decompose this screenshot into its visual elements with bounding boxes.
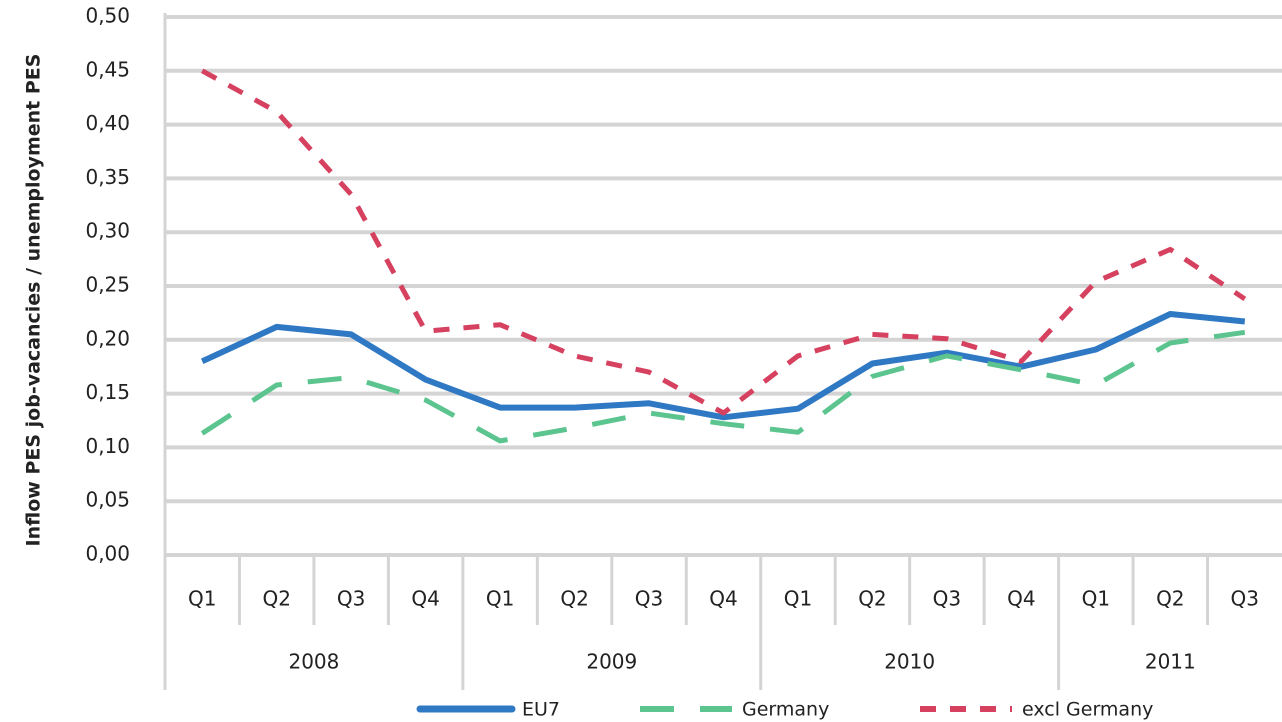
x-tick-label: Q1 — [188, 587, 216, 611]
x-tick-label: Q2 — [262, 587, 290, 611]
x-tick-label: Q3 — [635, 587, 663, 611]
x-tick-label: Q3 — [1231, 587, 1259, 611]
year-label: 2010 — [884, 650, 935, 674]
y-tick-label: 0,15 — [85, 380, 130, 404]
series-line — [200, 68, 1247, 416]
y-tick-label: 0,30 — [85, 219, 130, 243]
y-tick-label: 0,50 — [85, 4, 130, 28]
x-tick-label: Q4 — [709, 587, 737, 611]
x-tick-label: Q1 — [1082, 587, 1110, 611]
year-label: 2009 — [586, 650, 637, 674]
x-tick-label: Q4 — [411, 587, 439, 611]
y-tick-label: 0,05 — [85, 488, 130, 512]
year-label: 2008 — [288, 650, 339, 674]
x-tick-label: Q1 — [486, 587, 514, 611]
legend-label: EU7 — [522, 699, 560, 721]
y-tick-label: 0,25 — [85, 273, 130, 297]
series-line — [200, 311, 1246, 421]
y-tick-label: 0,45 — [85, 57, 130, 81]
x-tick-label: Q4 — [1007, 587, 1035, 611]
y-tick-label: 0,20 — [85, 326, 130, 350]
y-tick-label: 0,35 — [85, 165, 130, 189]
y-tick-label: 0,10 — [85, 434, 130, 458]
x-tick-label: Q2 — [858, 587, 886, 611]
y-axis-label: Inflow PES job-vacancies / unemployment … — [23, 54, 45, 547]
x-tick-label: Q1 — [784, 587, 812, 611]
y-tick-label: 0,00 — [85, 542, 130, 566]
y-tick-label: 0,40 — [85, 111, 130, 135]
x-tick-label: Q2 — [560, 587, 588, 611]
legend-label: Germany — [742, 699, 829, 721]
year-label: 2011 — [1145, 650, 1196, 674]
legend-label: excl Germany — [1022, 699, 1153, 721]
x-tick-label: Q3 — [933, 587, 961, 611]
x-tick-label: Q2 — [1156, 587, 1184, 611]
series-line — [200, 329, 1246, 444]
x-tick-label: Q3 — [337, 587, 365, 611]
